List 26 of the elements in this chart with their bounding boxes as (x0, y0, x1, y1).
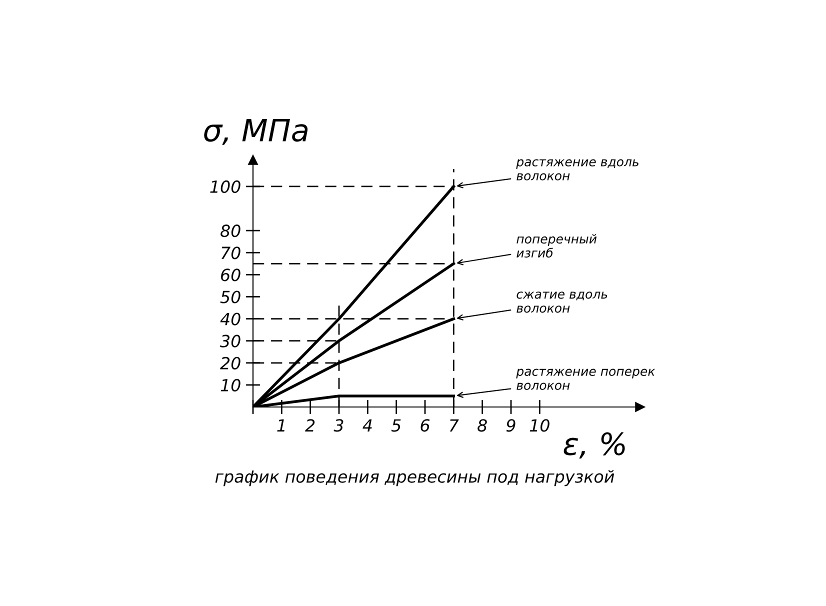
y-tick-label: 10 (220, 378, 240, 392)
y-tick-label: 60 (221, 268, 240, 282)
text: растяжение вдоль волокон (516, 159, 638, 180)
x-tick-label: 4 (362, 419, 372, 432)
x-tick-label: 5 (391, 419, 401, 432)
x-axis-title: ε, % (564, 432, 625, 458)
y-tick-label: 30 (220, 334, 240, 348)
x-tick-label: 7 (450, 419, 459, 432)
x-tick-label: 10 (530, 419, 550, 432)
y-tick-label: 20 (220, 356, 240, 370)
y-tick-label: 100 (210, 180, 240, 194)
x-tick-label: 9 (506, 419, 516, 432)
text: растяжение поперек волокон (516, 368, 656, 390)
x-tick-label: 3 (334, 419, 344, 432)
text: поперечный изгиб (516, 234, 597, 258)
y-tick-label: 80 (220, 224, 240, 238)
y-tick-label: 40 (220, 312, 240, 326)
y-tick-label: 50 (220, 290, 240, 304)
x-tick-label: 8 (478, 419, 487, 432)
text: график поведения древесины под нагрузкой (215, 470, 614, 486)
text: сжатие вдоль волокон (516, 292, 608, 313)
x-tick-label: 1 (277, 419, 284, 432)
x-tick-label: 6 (420, 419, 430, 432)
y-tick-label: 70 (222, 246, 240, 260)
y-axis-title: σ, МПа (204, 119, 308, 145)
x-tick-label: 2 (305, 419, 315, 432)
